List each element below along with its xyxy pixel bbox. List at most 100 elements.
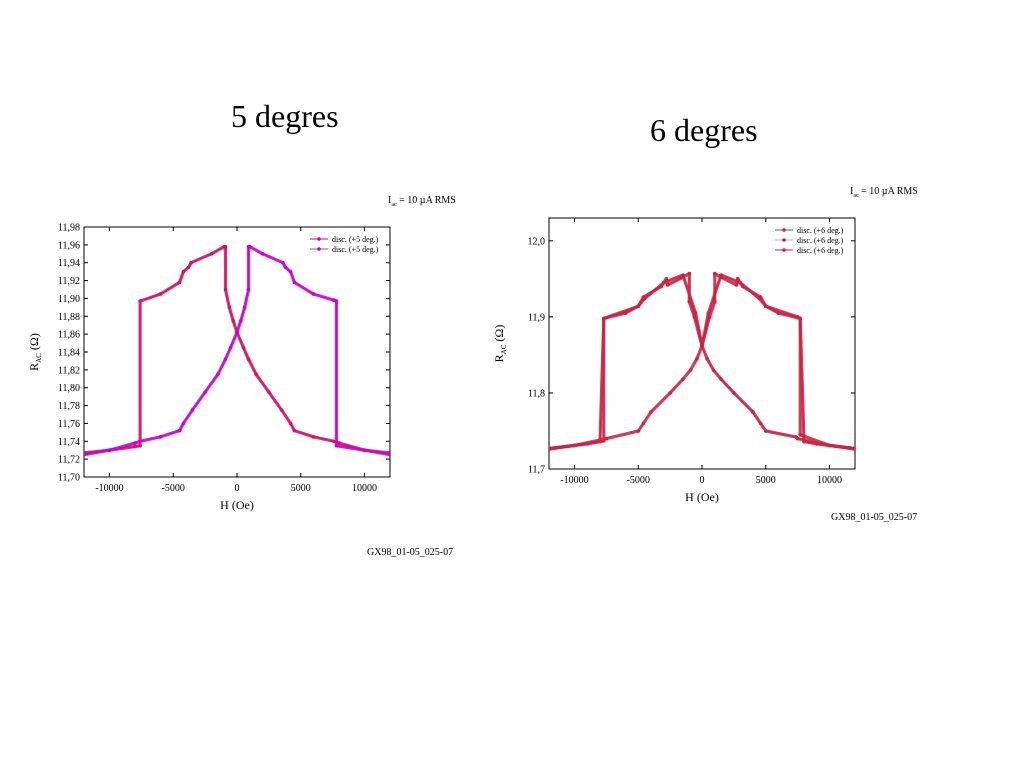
current-label-rest: = 10 µA RMS xyxy=(396,195,456,206)
data-point xyxy=(223,287,228,292)
data-point xyxy=(814,442,819,446)
data-point xyxy=(549,446,551,451)
y-tick-label: 11,70 xyxy=(58,473,80,484)
series-group xyxy=(84,244,390,457)
series-line xyxy=(549,272,855,450)
data-point xyxy=(311,435,316,439)
legend-label: disc. (+6 deg.) xyxy=(797,236,844,245)
data-point xyxy=(138,299,142,303)
data-point xyxy=(203,390,207,394)
data-point xyxy=(623,311,628,315)
file-label-right: GX98_01-05_025-07 xyxy=(831,512,918,523)
data-point xyxy=(283,265,288,269)
y-axis-label: RAC (Ω) xyxy=(27,333,43,371)
data-point xyxy=(138,443,142,448)
data-point xyxy=(798,432,802,437)
data-point xyxy=(223,357,228,361)
current-label-prefix: I xyxy=(388,195,392,206)
data-point xyxy=(241,345,246,350)
data-point xyxy=(757,296,762,301)
current-label-sub: ac xyxy=(391,202,397,208)
y-tick-label: 11,78 xyxy=(58,401,80,412)
y-tick-label: 11,72 xyxy=(58,455,80,466)
x-tick-label: -5000 xyxy=(162,483,185,494)
data-point xyxy=(681,377,685,382)
data-point xyxy=(334,443,339,448)
data-point xyxy=(242,305,247,310)
data-point xyxy=(604,436,609,441)
y-tick-label: 11,84 xyxy=(58,348,80,359)
data-point xyxy=(700,343,704,348)
data-point xyxy=(719,377,723,382)
data-point xyxy=(602,316,606,321)
y-tick-label: 11,80 xyxy=(58,383,80,394)
data-point xyxy=(693,311,698,315)
data-point xyxy=(223,244,228,249)
data-point xyxy=(334,299,339,303)
data-point xyxy=(181,269,186,274)
y-tick-label: 11,88 xyxy=(58,312,80,323)
data-point xyxy=(758,421,763,426)
data-point xyxy=(732,391,736,395)
data-point xyxy=(763,429,768,433)
data-point xyxy=(776,311,781,315)
series-line xyxy=(549,274,855,449)
data-point xyxy=(281,260,285,265)
x-tick-label: 10000 xyxy=(817,475,842,486)
y-tick-label: 11,7 xyxy=(528,465,545,476)
y-tick-label: 11,82 xyxy=(58,365,80,376)
legend-marker xyxy=(782,248,786,252)
data-point xyxy=(712,271,717,276)
data-point xyxy=(209,251,214,256)
series-group xyxy=(549,271,855,452)
legend-label: disc. (+6 deg.) xyxy=(797,246,844,255)
data-point xyxy=(706,311,711,315)
legend-label: disc. (+5 deg.) xyxy=(332,245,379,254)
data-point xyxy=(292,428,297,433)
x-tick-label: -10000 xyxy=(95,483,123,494)
data-point xyxy=(133,444,137,449)
series-markers xyxy=(549,271,855,451)
current-annotation-right: Iac = 10 µA RMS xyxy=(850,186,918,200)
x-tick-label: 5000 xyxy=(291,483,311,494)
data-point xyxy=(186,265,191,269)
data-point xyxy=(668,391,672,395)
x-tick-label: 10000 xyxy=(352,483,377,494)
data-point xyxy=(260,251,265,256)
data-point xyxy=(734,283,739,287)
data-point xyxy=(133,441,137,445)
data-point xyxy=(337,441,341,445)
data-point xyxy=(388,451,390,455)
data-point xyxy=(636,304,641,309)
data-point xyxy=(227,305,232,310)
data-point xyxy=(711,368,716,372)
x-tick-label: 5000 xyxy=(756,475,776,486)
legend-marker xyxy=(782,228,786,232)
data-point xyxy=(288,269,293,274)
y-tick-label: 11,94 xyxy=(58,258,80,269)
data-point xyxy=(853,446,855,451)
data-point xyxy=(719,273,723,277)
data-point xyxy=(362,448,367,453)
data-point xyxy=(751,410,755,414)
current-label-sub: ac xyxy=(853,193,859,199)
data-point xyxy=(798,316,802,321)
data-point xyxy=(687,271,692,276)
data-point xyxy=(247,244,252,249)
y-axis-label: RAC (Ω) xyxy=(492,325,508,363)
slide-title-5-degres: 5 degres xyxy=(231,98,339,134)
x-axis-label: H (Oe) xyxy=(685,490,719,504)
y-tick-label: 11,96 xyxy=(58,240,80,251)
current-label-rest: = 10 µA RMS xyxy=(858,186,918,197)
y-tick-label: 12,0 xyxy=(528,236,546,247)
data-point xyxy=(177,280,182,285)
y-tick-label: 11,90 xyxy=(58,294,80,305)
data-point xyxy=(158,435,163,439)
data-point xyxy=(267,390,271,394)
data-point xyxy=(228,345,233,350)
data-point xyxy=(239,318,243,323)
data-point xyxy=(636,429,641,433)
data-point xyxy=(795,436,800,441)
